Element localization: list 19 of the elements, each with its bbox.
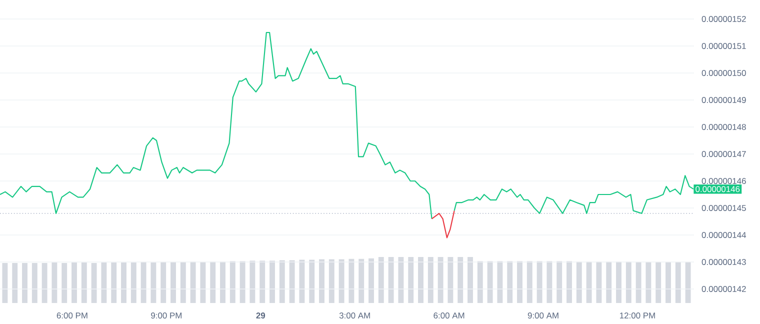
x-tick-label: 6:00 AM xyxy=(434,312,464,319)
x-tick-label: 12:00 PM xyxy=(620,312,655,319)
y-tick-label: 0.00000148 xyxy=(702,124,746,130)
x-tick-label: 6:00 PM xyxy=(56,312,88,319)
annotation: 0.00000146 xyxy=(696,186,740,192)
y-tick-label: 0.00000145 xyxy=(702,205,746,211)
x-tick-label: 9:00 PM xyxy=(151,312,182,319)
y-tick-label: 0.00000142 xyxy=(702,286,746,292)
x-tick-label: 29 xyxy=(256,312,266,319)
x-tick-label: 3:00 AM xyxy=(339,312,370,319)
y-tick-label: 0.00000144 xyxy=(702,232,746,238)
y-tick-label: 0.00000146 xyxy=(702,178,746,184)
y-tick-label: 0.00000151 xyxy=(702,43,746,49)
y-tick-label: 0.00000147 xyxy=(702,151,746,157)
y-tick-label: 0.00000152 xyxy=(702,16,746,22)
y-tick-label: 0.00000143 xyxy=(702,259,746,265)
x-tick-label: 9:00 AM xyxy=(528,312,558,319)
y-tick-label: 0.00000149 xyxy=(702,97,746,103)
y-tick-label: 0.00000150 xyxy=(702,70,746,76)
